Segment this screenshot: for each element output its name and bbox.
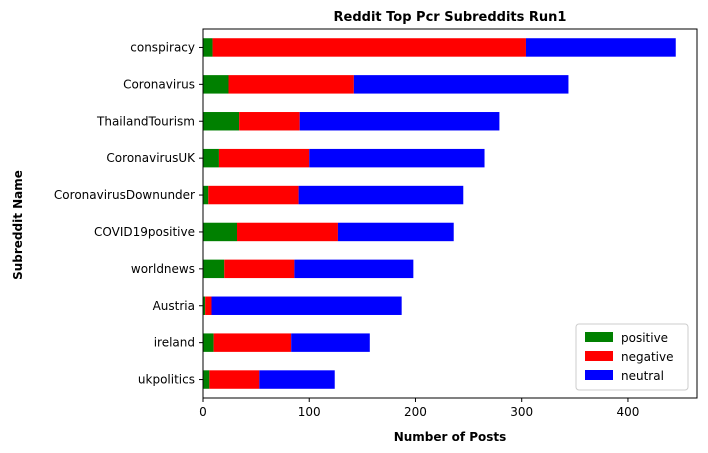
x-tick-label: 400 [616,405,639,419]
bar-negative-COVID19positive [236,222,338,242]
legend-label-negative: negative [621,350,673,364]
y-tick-label: ThailandTourism [96,114,195,128]
bar-neutral-Coronavirus [353,75,569,94]
bar-neutral-ukpolitics [259,370,335,389]
bar-positive-Austria [203,296,206,315]
y-axis-ticks: ukpolitics ireland Austria worldnews COVID19… [54,40,203,387]
bar-positive-COVID19positive [203,222,237,242]
y-tick-label: CoronavirusDownunder [54,188,195,202]
y-tick-label: conspiracy [130,40,195,54]
y-tick-label: Coronavirus [123,77,195,91]
y-tick-label: CoronavirusUK [106,151,196,165]
y-axis-title: Subreddit Name [11,170,25,280]
bar-negative-ireland [213,333,292,352]
y-tick-label: ukpolitics [138,373,195,387]
bar-positive-ThailandTourism [203,112,240,131]
plot-area-frame [202,28,698,399]
bar-neutral-ThailandTourism [299,112,500,131]
bar-positive-ireland [203,333,214,352]
x-tick-label: 100 [298,405,321,419]
bars-group [203,38,676,389]
bar-negative-CoronavirusDownunder [208,185,299,205]
bar-neutral-ireland [291,333,370,352]
legend-label-neutral: neutral [621,369,664,383]
y-tick-label: ireland [154,336,195,350]
x-axis-ticks: 0 100 200 300 400 [199,398,639,419]
chart-title: Reddit Top Pcr Subreddits Run1 [334,10,567,25]
bar-negative-ThailandTourism [239,112,300,131]
bar-positive-worldnews [203,259,225,279]
bar-positive-conspiracy [203,38,213,57]
bar-negative-ukpolitics [209,370,260,389]
bar-positive-Coronavirus [203,75,229,94]
bar-negative-Coronavirus [228,75,354,94]
legend-swatch-neutral [585,370,613,380]
bar-negative-Austria [205,296,212,315]
bar-neutral-Austria [211,296,402,315]
legend-swatch-positive [585,332,613,342]
bar-neutral-worldnews [294,259,414,279]
y-tick-label: Austria [153,299,195,313]
bar-positive-ukpolitics [203,370,210,389]
bar-neutral-COVID19positive [337,222,454,242]
legend-swatch-negative [585,351,613,361]
bar-negative-worldnews [224,259,295,279]
bar-neutral-conspiracy [525,38,676,57]
x-tick-label: 0 [199,405,207,419]
legend-label-positive: positive [621,331,668,345]
bar-positive-CoronavirusUK [203,148,219,168]
bar-positive-CoronavirusDownunder [203,185,209,205]
bar-neutral-CoronavirusDownunder [298,185,464,205]
bar-neutral-CoronavirusUK [309,148,485,168]
y-tick-label: worldnews [131,262,195,276]
x-tick-label: 300 [510,405,533,419]
x-tick-label: 200 [404,405,427,419]
bar-negative-conspiracy [212,38,526,57]
x-axis-title: Number of Posts [394,430,507,444]
legend: positive negative neutral [575,323,689,391]
y-tick-label: COVID19positive [94,225,195,239]
bar-negative-CoronavirusUK [218,148,310,168]
